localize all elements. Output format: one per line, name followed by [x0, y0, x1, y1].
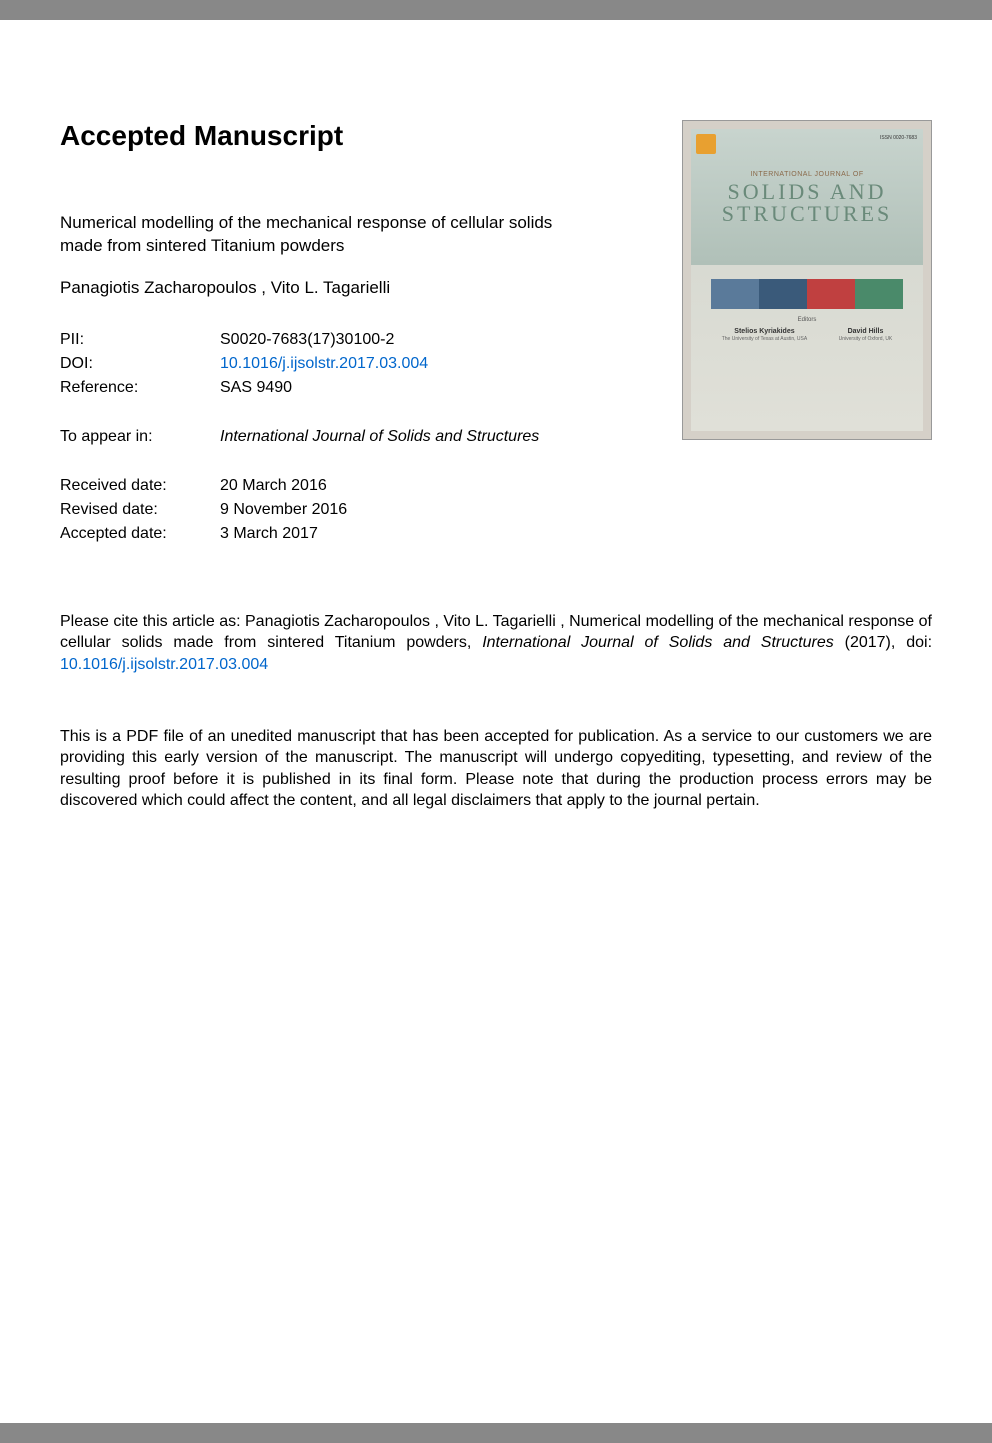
- appear-value: International Journal of Solids and Stru…: [220, 425, 539, 449]
- band-seg-4: [855, 279, 903, 309]
- pii-row: PII: S0020-7683(17)30100-2: [60, 328, 652, 352]
- appear-label: To appear in:: [60, 425, 220, 449]
- editor1-aff: The University of Texas at Austin, USA: [722, 336, 808, 343]
- pii-value: S0020-7683(17)30100-2: [220, 328, 394, 352]
- citation-journal: International Journal of Solids and Stru…: [482, 634, 834, 651]
- reference-value: SAS 9490: [220, 376, 292, 400]
- cover-pretitle: INTERNATIONAL JOURNAL OF: [691, 171, 923, 178]
- doi-row: DOI: 10.1016/j.ijsolstr.2017.03.004: [60, 352, 652, 376]
- cover-title-line2: STRUCTURES: [722, 201, 893, 226]
- article-title: Numerical modelling of the mechanical re…: [60, 212, 560, 258]
- accepted-value: 3 March 2017: [220, 522, 318, 546]
- cover-issn: ISSN 0020-7683: [880, 135, 917, 141]
- revised-row: Revised date: 9 November 2016: [60, 498, 652, 522]
- citation-year: (2017), doi:: [834, 634, 932, 651]
- revised-label: Revised date:: [60, 498, 220, 522]
- elsevier-logo-icon: [696, 134, 716, 154]
- disclaimer-text: This is a PDF file of an unedited manusc…: [60, 726, 932, 812]
- reference-row: Reference: SAS 9490: [60, 376, 652, 400]
- meta-block-3: Received date: 20 March 2016 Revised dat…: [60, 474, 652, 546]
- editor2-aff: University of Oxford, UK: [839, 336, 893, 343]
- header-row: Accepted Manuscript Numerical modelling …: [60, 120, 932, 571]
- accepted-label: Accepted date:: [60, 522, 220, 546]
- cover-editor-1: Stelios Kyriakides The University of Tex…: [722, 327, 808, 343]
- revised-value: 9 November 2016: [220, 498, 347, 522]
- reference-label: Reference:: [60, 376, 220, 400]
- accepted-manuscript-heading: Accepted Manuscript: [60, 120, 652, 152]
- pii-label: PII:: [60, 328, 220, 352]
- editor1-name: Stelios Kyriakides: [722, 327, 808, 336]
- editor2-name: David Hills: [839, 327, 893, 336]
- cover-title: SOLIDS AND STRUCTURES: [691, 181, 923, 225]
- cover-editor-2: David Hills University of Oxford, UK: [839, 327, 893, 343]
- meta-block-2: To appear in: International Journal of S…: [60, 425, 652, 449]
- cover-inner: ISSN 0020-7683 INTERNATIONAL JOURNAL OF …: [691, 129, 923, 431]
- doi-label: DOI:: [60, 352, 220, 376]
- doi-link[interactable]: 10.1016/j.ijsolstr.2017.03.004: [220, 352, 428, 376]
- band-seg-2: [759, 279, 807, 309]
- received-row: Received date: 20 March 2016: [60, 474, 652, 498]
- cover-editors-label: Editors: [691, 317, 923, 323]
- appear-row: To appear in: International Journal of S…: [60, 425, 652, 449]
- cover-color-band: [711, 279, 903, 309]
- band-seg-3: [807, 279, 855, 309]
- left-column: Accepted Manuscript Numerical modelling …: [60, 120, 682, 571]
- received-label: Received date:: [60, 474, 220, 498]
- meta-block-1: PII: S0020-7683(17)30100-2 DOI: 10.1016/…: [60, 328, 652, 400]
- page: Accepted Manuscript Numerical modelling …: [0, 20, 992, 1423]
- received-value: 20 March 2016: [220, 474, 327, 498]
- citation-doi-link[interactable]: 10.1016/j.ijsolstr.2017.03.004: [60, 656, 268, 673]
- band-seg-1: [711, 279, 759, 309]
- cover-editors: Stelios Kyriakides The University of Tex…: [691, 327, 923, 343]
- accepted-row: Accepted date: 3 March 2017: [60, 522, 652, 546]
- authors: Panagiotis Zacharopoulos , Vito L. Tagar…: [60, 278, 652, 298]
- journal-cover-thumbnail: ISSN 0020-7683 INTERNATIONAL JOURNAL OF …: [682, 120, 932, 440]
- citation-block: Please cite this article as: Panagiotis …: [60, 611, 932, 676]
